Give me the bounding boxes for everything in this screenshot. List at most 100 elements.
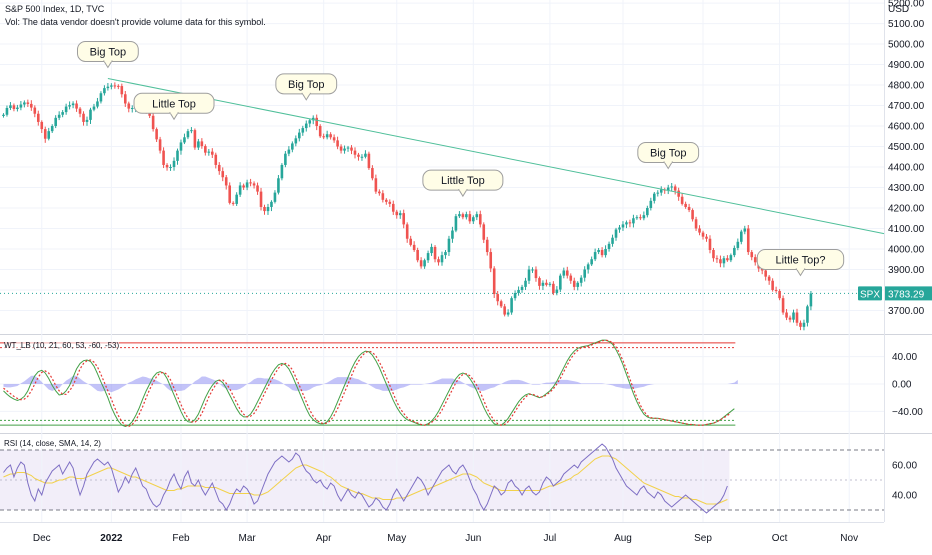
candle[interactable] [531, 267, 534, 273]
candle[interactable] [64, 103, 68, 115]
candle[interactable] [322, 133, 325, 140]
candle[interactable] [753, 254, 757, 266]
candle[interactable] [729, 253, 733, 263]
candle[interactable] [583, 266, 586, 282]
candle[interactable] [649, 197, 653, 211]
candle[interactable] [120, 83, 124, 98]
candle[interactable] [527, 265, 531, 285]
candle[interactable] [614, 227, 618, 241]
candle[interactable] [440, 251, 444, 266]
candle[interactable] [82, 111, 85, 126]
candle[interactable] [726, 255, 729, 262]
candle[interactable] [179, 139, 183, 155]
candle[interactable] [43, 126, 47, 143]
candle[interactable] [412, 241, 416, 252]
resistance-trendline[interactable] [107, 77, 885, 235]
candle[interactable] [85, 116, 89, 126]
candle[interactable] [5, 105, 9, 117]
candle[interactable] [336, 136, 339, 150]
candle[interactable] [228, 182, 232, 205]
candle[interactable] [231, 201, 235, 206]
candle[interactable] [162, 147, 165, 169]
candle[interactable] [715, 255, 719, 263]
candle[interactable] [395, 209, 399, 219]
candle[interactable] [214, 152, 218, 169]
candle[interactable] [360, 154, 364, 161]
wt1-line[interactable] [3, 339, 735, 428]
candle[interactable] [778, 289, 781, 301]
candle[interactable] [659, 186, 663, 196]
candle[interactable] [315, 114, 319, 131]
candle[interactable] [743, 225, 747, 235]
candle[interactable] [92, 103, 96, 112]
candle[interactable] [740, 229, 743, 245]
candle[interactable] [611, 234, 614, 247]
candle[interactable] [176, 148, 179, 165]
candle[interactable] [722, 255, 726, 268]
candle[interactable] [437, 256, 440, 266]
candle[interactable] [381, 190, 385, 203]
candle[interactable] [249, 178, 252, 187]
callout[interactable]: Little Top [422, 169, 504, 198]
candle[interactable] [238, 182, 242, 197]
candle[interactable] [426, 250, 430, 263]
candle[interactable] [677, 187, 680, 201]
candle[interactable] [520, 284, 524, 293]
candle[interactable] [270, 200, 273, 212]
candle[interactable] [256, 182, 259, 195]
candle[interactable] [33, 105, 37, 118]
candle[interactable] [788, 315, 792, 323]
candle[interactable] [461, 212, 465, 220]
candle[interactable] [517, 286, 520, 296]
candle[interactable] [165, 163, 169, 171]
candle[interactable] [625, 220, 628, 229]
candle[interactable] [183, 133, 186, 145]
candle[interactable] [71, 101, 75, 109]
candle[interactable] [68, 101, 71, 110]
candle[interactable] [294, 135, 298, 147]
candle[interactable] [78, 106, 82, 118]
candle[interactable] [350, 145, 353, 155]
candle[interactable] [795, 308, 799, 326]
rsi-ma-line[interactable] [3, 455, 728, 505]
candle[interactable] [656, 190, 660, 197]
candle[interactable] [646, 205, 649, 218]
candle[interactable] [298, 128, 301, 142]
candle[interactable] [444, 250, 447, 259]
candle[interactable] [572, 277, 576, 291]
candle[interactable] [670, 182, 674, 192]
candle[interactable] [482, 222, 486, 244]
candle[interactable] [472, 215, 475, 224]
candle[interactable] [172, 157, 176, 171]
candle[interactable] [19, 101, 23, 111]
candle[interactable] [130, 105, 134, 113]
candle[interactable] [733, 245, 736, 258]
candle[interactable] [503, 303, 506, 317]
candle[interactable] [590, 256, 593, 266]
candle[interactable] [23, 100, 26, 108]
symbol-legend[interactable]: S&P 500 Index, 1D, TVC [5, 4, 105, 14]
candle[interactable] [781, 295, 785, 315]
candle[interactable] [266, 203, 270, 215]
candle[interactable] [103, 85, 106, 96]
candle[interactable] [618, 225, 621, 233]
candle[interactable] [113, 82, 117, 89]
candle[interactable] [224, 175, 228, 190]
candle[interactable] [353, 147, 357, 159]
candle[interactable] [259, 187, 263, 211]
candle[interactable] [750, 250, 754, 261]
candle[interactable] [430, 243, 433, 256]
candle[interactable] [607, 241, 611, 252]
candle[interactable] [123, 90, 127, 107]
candle[interactable] [792, 309, 795, 323]
candle[interactable] [552, 281, 555, 296]
candle[interactable] [343, 145, 346, 154]
candle[interactable] [423, 258, 426, 269]
candle[interactable] [771, 278, 774, 292]
candle[interactable] [663, 187, 667, 194]
candle[interactable] [169, 164, 172, 171]
candle[interactable] [468, 210, 472, 224]
candle[interactable] [325, 130, 329, 140]
candle[interactable] [799, 320, 802, 331]
